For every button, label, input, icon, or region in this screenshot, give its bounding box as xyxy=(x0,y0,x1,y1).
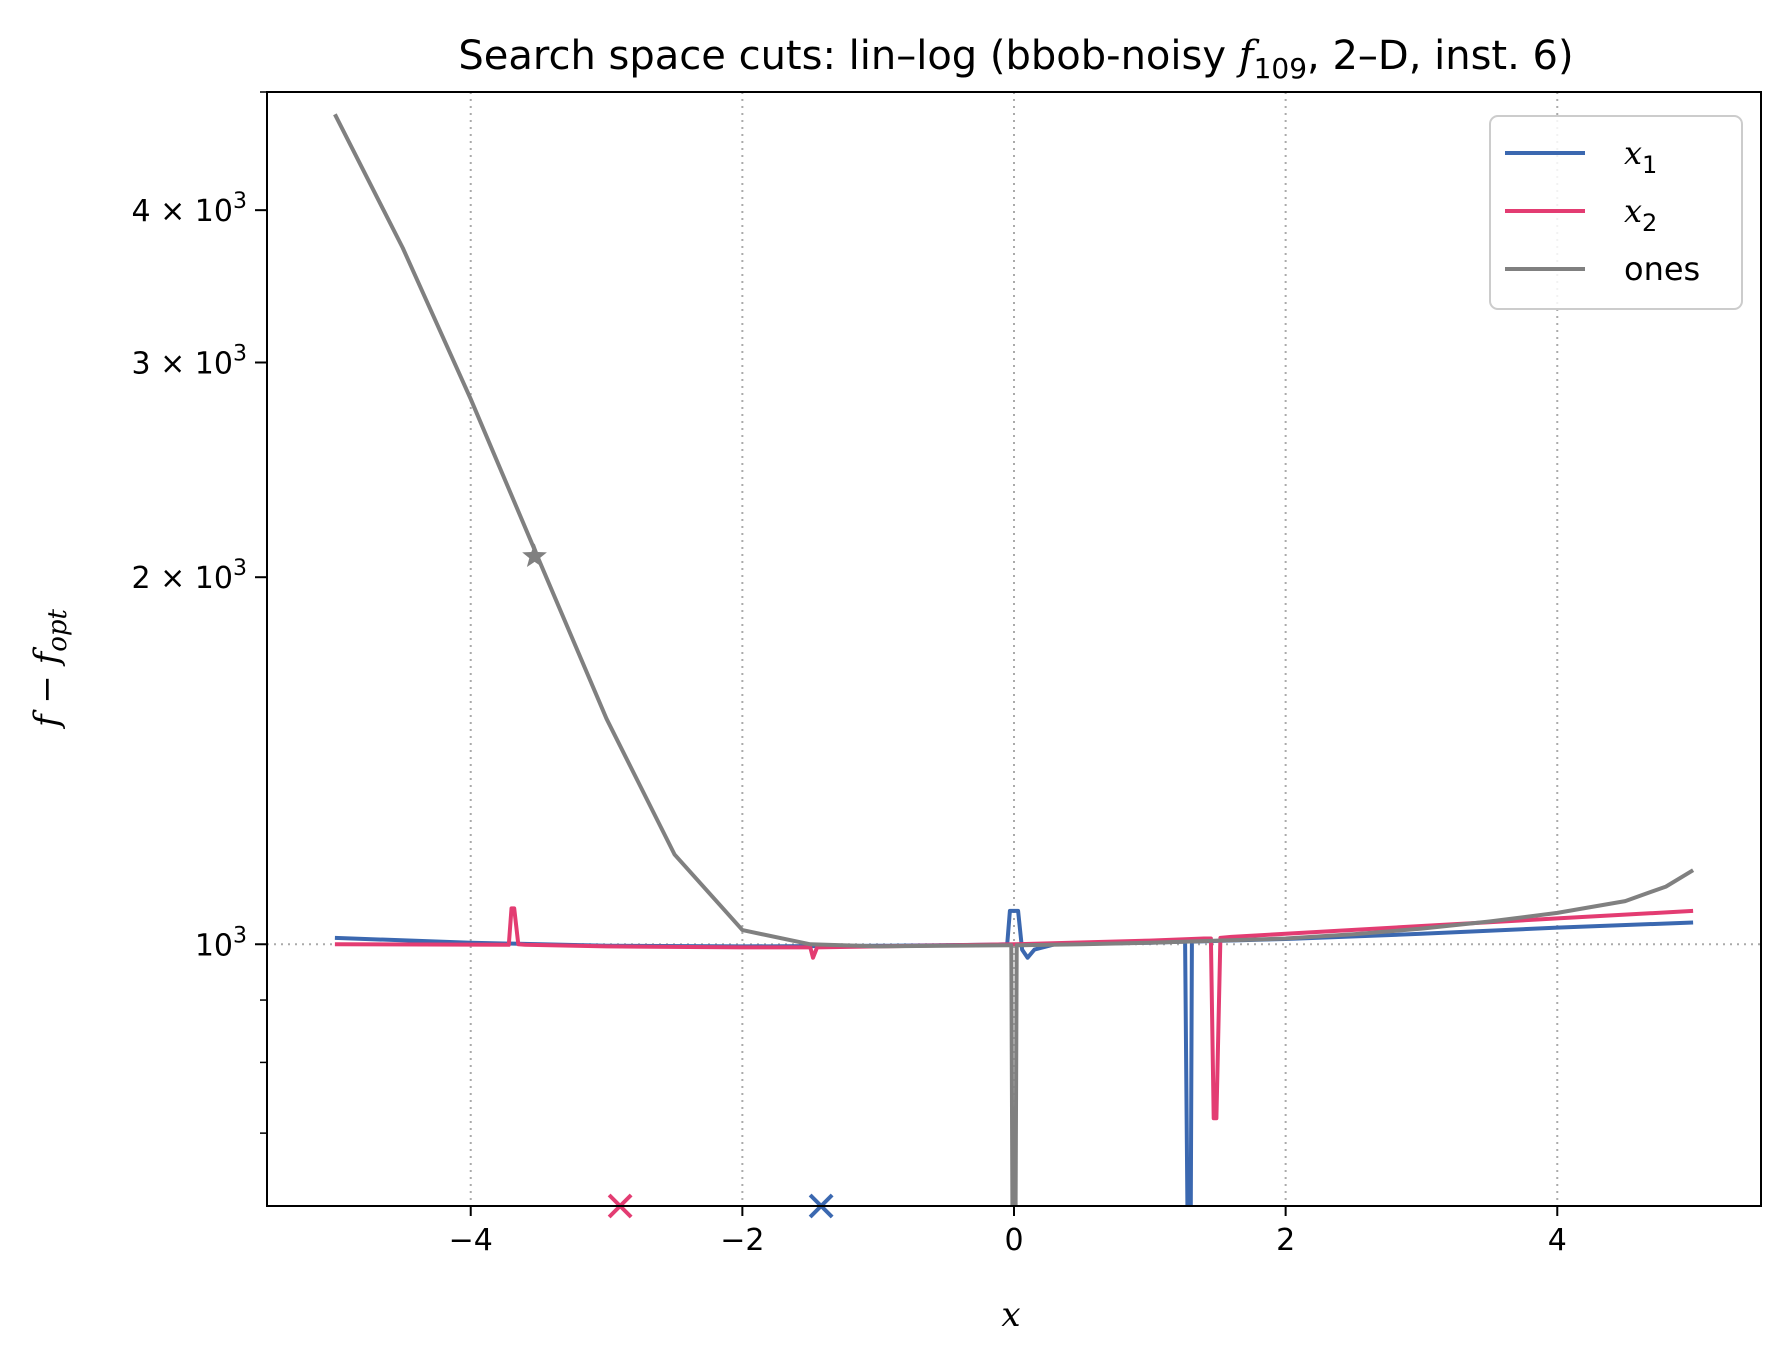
y-axis-label-base: f − f xyxy=(27,646,67,730)
marker-layer xyxy=(522,543,834,1219)
y-tick-label-1: 2 × 103 xyxy=(132,556,247,596)
series-layer xyxy=(333,113,1695,1206)
y-axis-label: f − fopt xyxy=(27,608,73,730)
x-tick-label-2: 0 xyxy=(1004,1223,1023,1258)
x-tick-label-4: 4 xyxy=(1548,1223,1567,1258)
legend-entry-0: x1 xyxy=(1505,134,1657,179)
legend-label-0: x1 xyxy=(1624,134,1657,179)
y-tick-label-0: 103 xyxy=(195,923,247,963)
chart-title: Search space cuts: lin–log (bbob-noisy f… xyxy=(458,33,1573,85)
legend-label-1: x2 xyxy=(1624,192,1657,237)
legend-box xyxy=(1489,115,1743,310)
x-tick-label-3: 2 xyxy=(1276,1223,1295,1258)
x-tick-label-0: −4 xyxy=(449,1223,493,1258)
chart-title-suffix: , 2–D, inst. 6) xyxy=(1307,33,1574,79)
y-axis-ticks: 103 2 × 103 3 × 103 4 × 103 xyxy=(132,91,267,1134)
chart-title-prefix: Search space cuts: lin–log (bbob-noisy xyxy=(458,33,1238,79)
legend-entry-2: ones xyxy=(1505,250,1700,288)
chart-title-function-subscript: 109 xyxy=(1254,52,1307,85)
legend-label-2: ones xyxy=(1624,250,1700,288)
legend: x1 x2 ones xyxy=(1489,115,1743,310)
x-tick-label-1: −2 xyxy=(720,1223,764,1258)
legend-entry-1: x2 xyxy=(1505,192,1657,237)
x-axis-label: x xyxy=(1001,1295,1020,1335)
x-axis-ticks: −4 −2 0 2 4 xyxy=(449,1206,1567,1258)
star-marker-0 xyxy=(522,543,547,567)
y-tick-label-3: 4 × 103 xyxy=(132,189,247,229)
y-axis-label-subscript: opt xyxy=(43,608,73,651)
series-line-2 xyxy=(333,113,1695,1206)
y-tick-label-2: 3 × 103 xyxy=(132,341,247,381)
